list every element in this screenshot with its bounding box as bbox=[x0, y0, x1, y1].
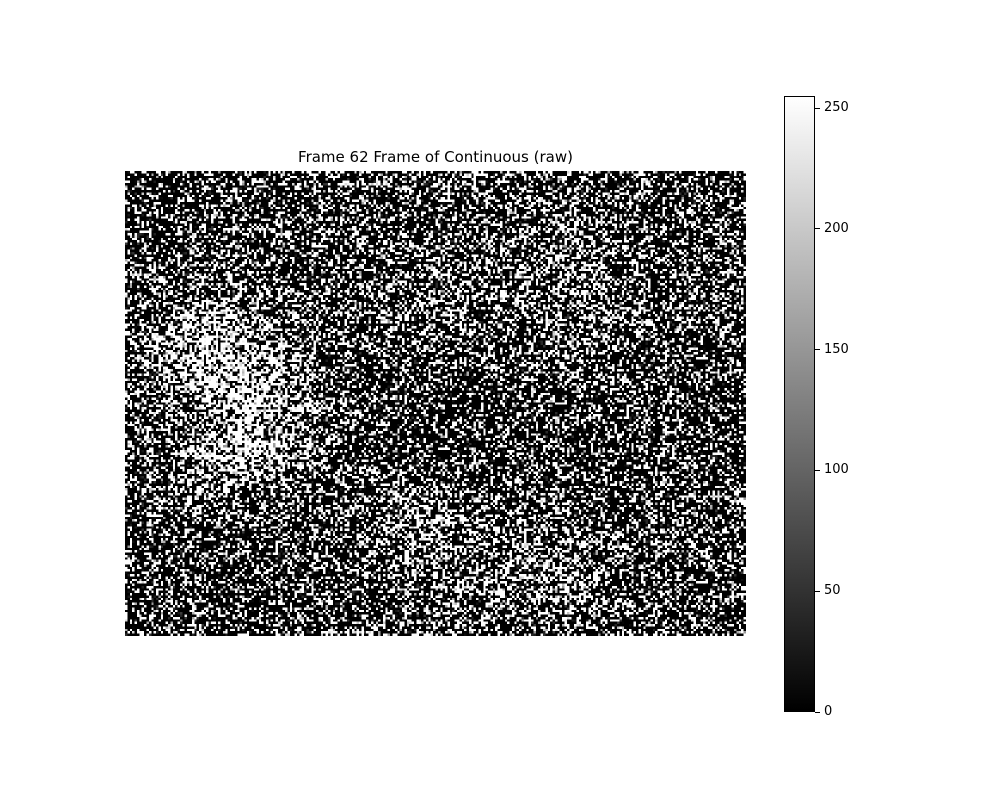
colorbar bbox=[784, 96, 815, 712]
colorbar-tick bbox=[815, 711, 820, 713]
colorbar-tick-label: 50 bbox=[824, 583, 841, 599]
colorbar-tick bbox=[815, 469, 820, 471]
colorbar-tick-label: 100 bbox=[824, 462, 849, 478]
heatmap-image bbox=[125, 171, 746, 636]
chart-title: Frame 62 Frame of Continuous (raw) bbox=[298, 148, 573, 166]
colorbar-tick-label: 150 bbox=[824, 341, 849, 357]
colorbar-tick bbox=[815, 228, 820, 230]
colorbar-tick bbox=[815, 590, 820, 592]
colorbar-tick bbox=[815, 107, 820, 109]
colorbar-tick bbox=[815, 349, 820, 351]
colorbar-tick-label: 200 bbox=[824, 220, 849, 236]
colorbar-tick-label: 0 bbox=[824, 704, 833, 719]
colorbar-tick-label: 250 bbox=[824, 100, 849, 116]
